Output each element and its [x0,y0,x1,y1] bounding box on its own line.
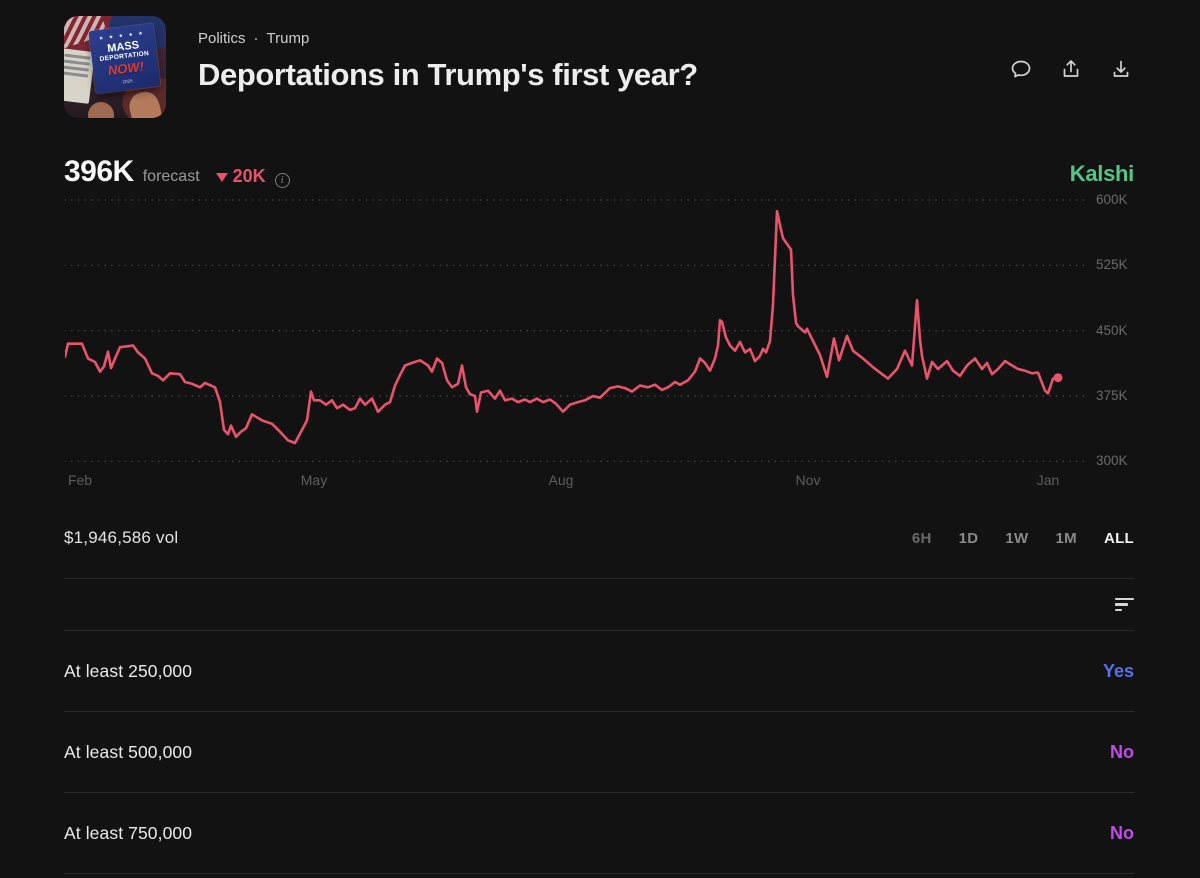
sign-year: 2025 [121,78,133,85]
market-answer[interactable]: Yes [1102,660,1134,681]
sign-line3: NOW! [106,58,145,79]
market-answer[interactable]: No [1110,741,1134,762]
page-title: Deportations in Trump's first year? [198,57,698,92]
time-range-1w[interactable]: 1W [1005,529,1029,547]
info-icon[interactable]: i [274,173,290,188]
y-axis-label: 450K [1096,322,1128,338]
sort-icon[interactable] [1115,594,1134,616]
market-row-750k[interactable]: At least 750,000 No [64,793,1134,874]
forecast-change-value: 20K [232,166,266,186]
header-text: Politics · Trump Deportations in Trump's… [198,16,698,93]
share-button[interactable] [1058,56,1084,82]
market-label: At least 750,000 [64,822,193,843]
time-range-1d[interactable]: 1D [958,529,979,547]
breadcrumb: Politics · Trump [198,30,698,47]
y-axis-labels: 600K 525K 450K 375K 300K [1096,192,1156,469]
forecast-change: 20K [215,166,266,187]
deportation-sign: ★ ★ ★ ★ ★ MASS DEPORTATION NOW! 2025 [87,23,161,95]
market-label: At least 250,000 [64,660,193,681]
forecast-label: forecast [142,168,200,185]
breadcrumb-subcategory[interactable]: Trump [266,30,310,47]
volume-row: $1,946,586 vol 6H 1D 1W 1M ALL [64,525,1134,551]
header: ★ ★ ★ ★ ★ MASS DEPORTATION NOW! 2025 Pol… [0,0,1200,118]
x-axis-label: Nov [795,472,821,488]
comment-icon [1011,60,1031,78]
down-triangle-icon [215,173,228,182]
hand-decor [126,88,164,118]
market-row-500k[interactable]: At least 500,000 No [64,712,1134,793]
x-axis-labels: Feb May Aug Nov Jan [65,472,1200,492]
download-icon [1113,60,1129,77]
download-button[interactable] [1108,56,1134,82]
x-axis-label: May [300,472,328,488]
forecast-chart[interactable]: 600K 525K 450K 375K 300K [65,192,1200,469]
forecast-value: 396K [64,155,134,188]
white-poster-decor [64,48,96,104]
comment-button[interactable] [1008,56,1034,82]
event-thumbnail: ★ ★ ★ ★ ★ MASS DEPORTATION NOW! 2025 [64,16,166,118]
x-axis-label: Feb [67,472,93,488]
breadcrumb-category[interactable]: Politics [198,30,246,47]
y-axis-label: 600K [1096,192,1128,207]
breadcrumb-separator: · [253,30,259,47]
markets-toolbar [64,578,1134,631]
x-axis-label: Jan [1036,472,1060,488]
time-range-selector: 6H 1D 1W 1M ALL [912,530,1134,547]
forecast-row: 396K forecast 20K i Kalshi [64,155,1134,189]
y-axis-label: 375K [1096,387,1128,403]
hand-decor [88,102,114,118]
market-list: At least 250,000 Yes At least 500,000 No… [64,631,1134,874]
time-range-6h[interactable]: 6H [911,529,932,547]
volume-text: $1,946,586 vol [64,528,179,547]
y-axis-label: 300K [1096,453,1128,469]
time-range-1m[interactable]: 1M [1055,529,1077,547]
kalshi-logo: Kalshi [1069,161,1135,186]
share-icon [1063,60,1079,77]
x-axis-label: Aug [548,472,574,488]
market-answer[interactable]: No [1110,822,1134,843]
market-row-250k[interactable]: At least 250,000 Yes [64,631,1134,712]
y-axis-label: 525K [1096,257,1128,273]
forecast-chart-svg [65,199,1089,463]
market-label: At least 500,000 [64,741,193,762]
header-actions [1008,16,1134,82]
time-range-all[interactable]: ALL [1103,529,1134,547]
